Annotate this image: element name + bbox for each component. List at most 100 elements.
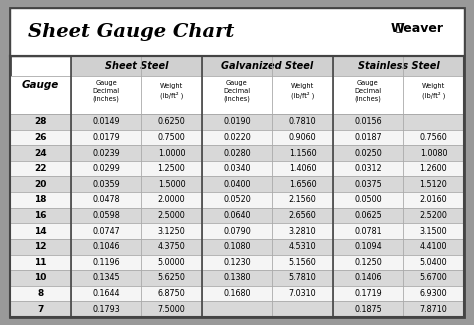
Text: 0.1406: 0.1406 [354, 273, 382, 282]
Text: 1.5120: 1.5120 [419, 180, 447, 189]
Text: Galvanized Steel: Galvanized Steel [221, 61, 314, 71]
Text: 2.1560: 2.1560 [289, 195, 316, 204]
Text: 1.5000: 1.5000 [158, 180, 185, 189]
Text: Weaver: Weaver [391, 21, 444, 34]
Text: 5.6700: 5.6700 [419, 273, 447, 282]
Text: 2.6560: 2.6560 [289, 211, 316, 220]
Bar [333, 56, 464, 76]
Bar [10, 192, 464, 208]
Text: 2.0000: 2.0000 [158, 195, 185, 204]
Text: 0.0640: 0.0640 [223, 211, 251, 220]
Text: 0.1875: 0.1875 [354, 305, 382, 314]
Text: 24: 24 [34, 149, 47, 158]
Text: 0.0156: 0.0156 [354, 117, 382, 126]
Text: Gauge: Gauge [22, 80, 59, 90]
Text: 5.7810: 5.7810 [289, 273, 316, 282]
Text: 0.1380: 0.1380 [223, 273, 251, 282]
Bar [10, 239, 464, 254]
Bar [10, 223, 464, 239]
Text: 6.8750: 6.8750 [158, 289, 185, 298]
Bar [10, 76, 464, 114]
Text: 3.2810: 3.2810 [289, 227, 316, 236]
Text: 7.8710: 7.8710 [419, 305, 447, 314]
Text: 28: 28 [34, 117, 47, 126]
Text: Gauge
Decimal
(inches): Gauge Decimal (inches) [223, 80, 251, 102]
Text: 16: 16 [34, 211, 47, 220]
Bar [202, 56, 333, 76]
Bar [10, 176, 464, 192]
Text: Stainless Steel: Stainless Steel [358, 61, 439, 71]
Text: 0.0781: 0.0781 [354, 227, 382, 236]
Text: 10: 10 [35, 273, 47, 282]
Bar [10, 56, 464, 317]
Text: 4.4100: 4.4100 [419, 242, 447, 251]
Text: 0.1196: 0.1196 [92, 258, 120, 267]
Text: 0.7810: 0.7810 [289, 117, 316, 126]
Text: 26: 26 [34, 133, 47, 142]
Text: 0.0220: 0.0220 [223, 133, 251, 142]
Text: 0.0400: 0.0400 [223, 180, 251, 189]
Bar [10, 161, 464, 176]
Text: 12: 12 [34, 242, 47, 251]
Bar [10, 114, 464, 130]
Text: 1.4060: 1.4060 [289, 164, 316, 173]
Text: 0.0520: 0.0520 [223, 195, 251, 204]
Text: Sheet Gauge Chart: Sheet Gauge Chart [28, 23, 234, 41]
Text: 0.1250: 0.1250 [354, 258, 382, 267]
Text: 5.6250: 5.6250 [157, 273, 185, 282]
Text: 0.1793: 0.1793 [92, 305, 120, 314]
Text: 0.1680: 0.1680 [223, 289, 251, 298]
Text: Gauge
Decimal
(inches): Gauge Decimal (inches) [92, 80, 119, 102]
Text: 14: 14 [34, 227, 47, 236]
Text: 4.5310: 4.5310 [289, 242, 316, 251]
Text: 0.1080: 0.1080 [223, 242, 251, 251]
Text: 5.0000: 5.0000 [158, 258, 185, 267]
Text: 7: 7 [37, 305, 44, 314]
Text: 0.1644: 0.1644 [92, 289, 120, 298]
Text: 0.0747: 0.0747 [92, 227, 120, 236]
Text: 0.0149: 0.0149 [92, 117, 120, 126]
Bar [10, 286, 464, 301]
Text: Weight
(lb/ft² ): Weight (lb/ft² ) [160, 83, 183, 99]
Text: Weight
(lb/ft² ): Weight (lb/ft² ) [291, 83, 314, 99]
Bar [10, 145, 464, 161]
Text: 1.6560: 1.6560 [289, 180, 316, 189]
Text: 0.0359: 0.0359 [92, 180, 120, 189]
Text: 0.1719: 0.1719 [354, 289, 382, 298]
Text: 4.3750: 4.3750 [158, 242, 185, 251]
Text: 1.1560: 1.1560 [289, 149, 316, 158]
Text: 0.0299: 0.0299 [92, 164, 120, 173]
Text: 2.5000: 2.5000 [158, 211, 185, 220]
Text: 0.0280: 0.0280 [223, 149, 251, 158]
Text: 1.0080: 1.0080 [419, 149, 447, 158]
Text: 0.0625: 0.0625 [354, 211, 382, 220]
Text: 0.6250: 0.6250 [158, 117, 185, 126]
Text: 0.0187: 0.0187 [354, 133, 382, 142]
Text: 5.0400: 5.0400 [419, 258, 447, 267]
Bar [10, 301, 464, 317]
Text: 22: 22 [34, 164, 47, 173]
Text: 0.1230: 0.1230 [223, 258, 251, 267]
Text: 0.0312: 0.0312 [354, 164, 382, 173]
Text: 0.7500: 0.7500 [158, 133, 185, 142]
Bar [71, 56, 202, 76]
Text: Gauge
Decimal
(inches): Gauge Decimal (inches) [355, 80, 382, 102]
Text: 6.9300: 6.9300 [419, 289, 447, 298]
Text: 0.0239: 0.0239 [92, 149, 120, 158]
Bar [10, 254, 464, 270]
Text: 0.0790: 0.0790 [223, 227, 251, 236]
Text: 0.1046: 0.1046 [92, 242, 120, 251]
Text: 0.1094: 0.1094 [354, 242, 382, 251]
Text: 0.0340: 0.0340 [223, 164, 251, 173]
Text: 0.7560: 0.7560 [419, 133, 447, 142]
Text: Sheet Steel: Sheet Steel [105, 61, 168, 71]
Text: 5.1560: 5.1560 [289, 258, 316, 267]
Bar [10, 8, 464, 56]
Text: 1.0000: 1.0000 [158, 149, 185, 158]
Text: 11: 11 [34, 258, 47, 267]
Text: 0.9060: 0.9060 [289, 133, 316, 142]
Bar [10, 130, 464, 145]
Text: 0.0598: 0.0598 [92, 211, 120, 220]
Text: 0.1345: 0.1345 [92, 273, 120, 282]
Text: 0.0375: 0.0375 [354, 180, 382, 189]
